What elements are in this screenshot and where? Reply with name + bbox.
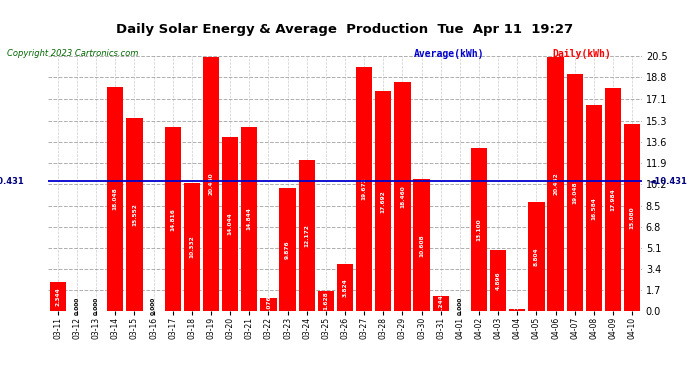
Bar xyxy=(509,309,525,311)
Text: 4.896: 4.896 xyxy=(495,272,501,290)
Text: 12.172: 12.172 xyxy=(304,224,309,247)
Bar xyxy=(184,183,200,311)
Text: ◄10.431: ◄10.431 xyxy=(649,177,687,186)
Text: 0.000: 0.000 xyxy=(94,297,99,315)
Text: Daily(kWh): Daily(kWh) xyxy=(552,49,611,59)
Text: Copyright 2023 Cartronics.com: Copyright 2023 Cartronics.com xyxy=(7,49,138,58)
Bar xyxy=(337,264,353,311)
Bar xyxy=(624,124,640,311)
Text: 3.824: 3.824 xyxy=(342,278,348,297)
Text: 18.460: 18.460 xyxy=(400,185,405,208)
Bar xyxy=(471,148,487,311)
Bar xyxy=(241,127,257,311)
Text: 20.460: 20.460 xyxy=(208,172,213,195)
Text: 15.552: 15.552 xyxy=(132,203,137,226)
Text: ◄ 10.431: ◄ 10.431 xyxy=(0,177,24,186)
Bar xyxy=(566,74,583,311)
Text: 14.816: 14.816 xyxy=(170,208,175,231)
Bar xyxy=(222,136,238,311)
Bar xyxy=(279,188,296,311)
Text: 0.000: 0.000 xyxy=(151,297,156,315)
Text: 19.048: 19.048 xyxy=(572,182,578,204)
Text: 20.452: 20.452 xyxy=(553,172,558,195)
Text: 14.844: 14.844 xyxy=(247,207,252,230)
Text: 8.804: 8.804 xyxy=(534,247,539,266)
Bar xyxy=(107,87,124,311)
Bar xyxy=(317,291,334,311)
Text: 0.212: 0.212 xyxy=(515,301,520,319)
Text: Average(kWh): Average(kWh) xyxy=(414,49,484,59)
Text: 9.876: 9.876 xyxy=(285,240,290,259)
Bar xyxy=(605,87,621,311)
Text: 13.100: 13.100 xyxy=(477,219,482,241)
Text: 10.332: 10.332 xyxy=(189,236,195,258)
Bar xyxy=(433,296,449,311)
Text: 0.000: 0.000 xyxy=(75,297,79,315)
Text: 16.584: 16.584 xyxy=(591,196,596,219)
Bar xyxy=(356,66,373,311)
Text: 0.000: 0.000 xyxy=(457,297,462,315)
Bar xyxy=(375,91,391,311)
Bar xyxy=(260,298,277,311)
Text: 15.080: 15.080 xyxy=(630,206,635,229)
Text: 14.044: 14.044 xyxy=(228,213,233,235)
Bar xyxy=(165,127,181,311)
Text: 17.692: 17.692 xyxy=(381,190,386,213)
Bar xyxy=(394,82,411,311)
Bar xyxy=(586,105,602,311)
Bar xyxy=(490,251,506,311)
Text: 10.608: 10.608 xyxy=(419,234,424,256)
Bar xyxy=(50,282,66,311)
Bar xyxy=(547,57,564,311)
Bar xyxy=(126,118,143,311)
Text: 1.244: 1.244 xyxy=(438,294,443,313)
Text: 1.628: 1.628 xyxy=(324,292,328,310)
Bar xyxy=(413,179,430,311)
Text: Daily Solar Energy & Average  Production  Tue  Apr 11  19:27: Daily Solar Energy & Average Production … xyxy=(117,22,573,36)
Text: 17.984: 17.984 xyxy=(611,188,615,211)
Text: 1.076: 1.076 xyxy=(266,295,271,314)
Text: 2.344: 2.344 xyxy=(55,287,60,306)
Text: 18.048: 18.048 xyxy=(112,188,118,210)
Bar xyxy=(299,160,315,311)
Text: 19.672: 19.672 xyxy=(362,177,366,200)
Bar xyxy=(529,202,544,311)
Bar xyxy=(203,57,219,311)
